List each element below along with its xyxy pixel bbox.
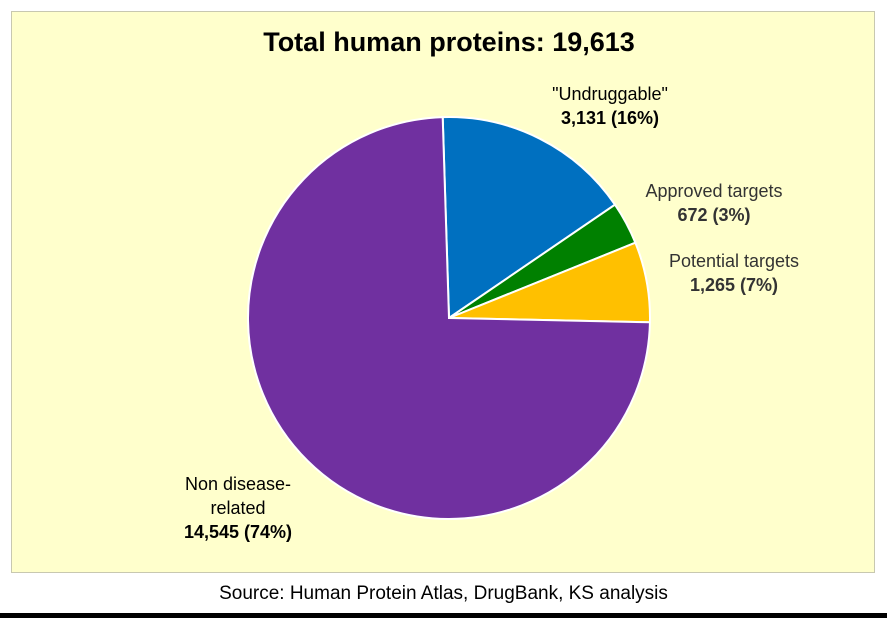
- slice-value-non-disease: 14,545 (74%): [184, 522, 292, 542]
- slice-undruggable: [441, 116, 617, 320]
- slice-non-disease: [247, 116, 651, 520]
- slice-label-potential: Potential targets: [669, 251, 799, 271]
- slice-label-undruggable: "Undruggable": [552, 84, 668, 104]
- slice-label-approved: Approved targets: [645, 181, 782, 201]
- slice-label-non-disease-line2: related: [210, 498, 265, 518]
- chart-title: Total human proteins: 19,613: [263, 27, 635, 57]
- pie-chart: Total human proteins: 19,613 "Undruggabl…: [184, 27, 799, 542]
- slice-value-potential: 1,265 (7%): [690, 275, 778, 295]
- pie-slices: [247, 116, 651, 520]
- bottom-divider: [0, 613, 887, 618]
- slice-value-approved: 672 (3%): [677, 205, 750, 225]
- source-caption: Source: Human Protein Atlas, DrugBank, K…: [219, 583, 668, 604]
- slice-label-non-disease-line1: Non disease-: [185, 474, 291, 494]
- slice-value-undruggable: 3,131 (16%): [561, 108, 659, 128]
